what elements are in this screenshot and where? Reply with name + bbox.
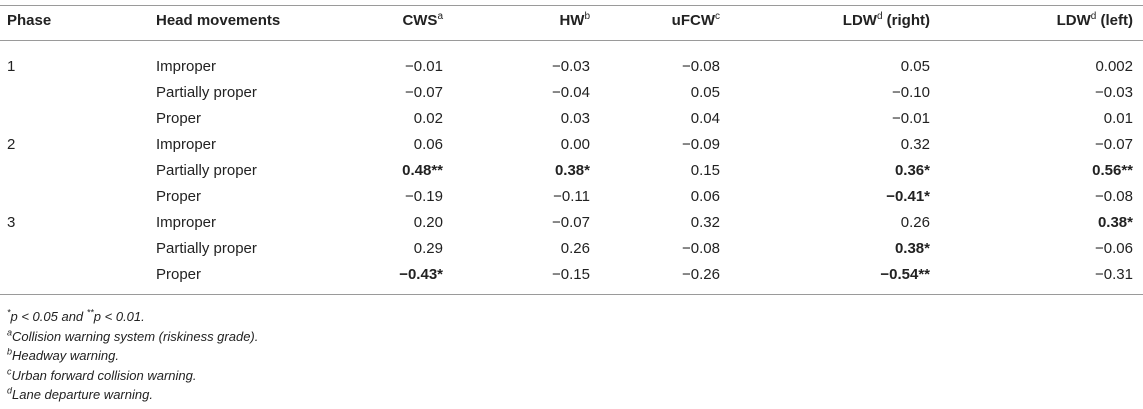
table-row: 2 Improper 0.06 0.00 −0.09 0.32 −0.07 xyxy=(0,133,1143,157)
footnote-c: cUrban forward collision warning. xyxy=(7,366,197,383)
cell-ldw-right: −0.41* xyxy=(886,188,930,205)
table-row: Partially proper 0.29 0.26 −0.08 0.38* −… xyxy=(0,237,1143,261)
cell-ldw-left: 0.56** xyxy=(1092,162,1133,179)
cell-phase: 3 xyxy=(7,214,16,231)
cell-head-movement: Proper xyxy=(156,110,202,127)
cell-ldw-left: 0.002 xyxy=(1095,58,1133,75)
table-header-rule xyxy=(0,40,1143,41)
cell-cws: 0.48** xyxy=(402,162,443,179)
cell-head-movement: Improper xyxy=(156,214,217,231)
header-ldw-right: LDWd (right) xyxy=(842,11,930,30)
cell-ldw-right: −0.54** xyxy=(880,266,930,283)
cell-cws: 0.20 xyxy=(413,214,443,231)
table-row: 3 Improper 0.20 −0.07 0.32 0.26 0.38* xyxy=(0,211,1143,235)
footnote-b: bHeadway warning. xyxy=(7,346,119,363)
cell-ldw-left: 0.01 xyxy=(1103,110,1133,127)
cell-hw: 0.26 xyxy=(560,240,590,257)
cell-hw: −0.07 xyxy=(552,214,590,231)
table-footnotes: *p < 0.05 and **p < 0.01. aCollision war… xyxy=(7,307,258,405)
cell-ufcw: −0.09 xyxy=(682,136,720,153)
cell-ldw-right: −0.10 xyxy=(892,84,930,101)
cell-hw: −0.15 xyxy=(552,266,590,283)
cell-ufcw: 0.32 xyxy=(690,214,720,231)
footnote-d: dLane departure warning. xyxy=(7,385,153,402)
table-row: 1 Improper −0.01 −0.03 −0.08 0.05 0.002 xyxy=(0,55,1143,79)
table-bottom-rule xyxy=(0,294,1143,295)
cell-ldw-right: 0.36* xyxy=(894,162,930,179)
cell-ufcw: 0.15 xyxy=(690,162,720,179)
header-cws: CWSa xyxy=(402,11,443,30)
cell-ldw-left: −0.07 xyxy=(1095,136,1133,153)
cell-hw: −0.04 xyxy=(552,84,590,101)
cell-cws: −0.01 xyxy=(405,58,443,75)
cell-hw: −0.11 xyxy=(553,188,590,205)
cell-head-movement: Partially proper xyxy=(156,240,257,257)
cell-cws: 0.06 xyxy=(413,136,443,153)
header-phase: Phase xyxy=(7,12,52,29)
cell-head-movement: Improper xyxy=(156,58,217,75)
cell-ufcw: −0.26 xyxy=(682,266,720,283)
cell-ldw-left: −0.08 xyxy=(1095,188,1133,205)
table-top-rule xyxy=(0,5,1143,6)
cell-ldw-left: −0.31 xyxy=(1095,266,1133,283)
cell-cws: 0.02 xyxy=(413,110,443,127)
footnote-significance: *p < 0.05 and **p < 0.01. xyxy=(7,307,145,324)
cell-ufcw: −0.08 xyxy=(682,240,720,257)
cell-head-movement: Improper xyxy=(156,136,217,153)
cell-hw: −0.03 xyxy=(552,58,590,75)
cell-ufcw: −0.08 xyxy=(682,58,720,75)
cell-ldw-right: 0.38* xyxy=(894,240,930,257)
cell-hw: 0.38* xyxy=(554,162,590,179)
cell-head-movement: Proper xyxy=(156,266,202,283)
header-hw: HWb xyxy=(559,11,590,30)
table-row: Partially proper 0.48** 0.38* 0.15 0.36*… xyxy=(0,159,1143,183)
cell-ldw-right: −0.01 xyxy=(892,110,930,127)
table-row: Proper −0.43* −0.15 −0.26 −0.54** −0.31 xyxy=(0,263,1143,287)
cell-head-movement: Partially proper xyxy=(156,162,257,179)
cell-head-movement: Partially proper xyxy=(156,84,257,101)
cell-ufcw: 0.06 xyxy=(690,188,720,205)
cell-phase: 2 xyxy=(7,136,16,153)
header-ufcw: uFCWc xyxy=(671,11,720,30)
table-header-row: Phase Head movements CWSa HWb uFCWc LDWd… xyxy=(0,9,1143,33)
table-row: Proper −0.19 −0.11 0.06 −0.41* −0.08 xyxy=(0,185,1143,209)
cell-phase: 1 xyxy=(7,58,16,75)
cell-ldw-left: −0.03 xyxy=(1095,84,1133,101)
cell-cws: 0.29 xyxy=(413,240,443,257)
cell-ldw-right: 0.05 xyxy=(900,58,930,75)
cell-cws: −0.19 xyxy=(405,188,443,205)
cell-head-movement: Proper xyxy=(156,188,202,205)
cell-ldw-left: 0.38* xyxy=(1097,214,1133,231)
cell-cws: −0.07 xyxy=(405,84,443,101)
table-row: Partially proper −0.07 −0.04 0.05 −0.10 … xyxy=(0,81,1143,105)
cell-hw: 0.03 xyxy=(560,110,590,127)
cell-cws: −0.43* xyxy=(399,266,443,283)
cell-hw: 0.00 xyxy=(560,136,590,153)
cell-ufcw: 0.04 xyxy=(690,110,720,127)
cell-ldw-right: 0.26 xyxy=(900,214,930,231)
header-head-movements: Head movements xyxy=(156,12,281,29)
cell-ldw-left: −0.06 xyxy=(1095,240,1133,257)
table-row: Proper 0.02 0.03 0.04 −0.01 0.01 xyxy=(0,107,1143,131)
footnote-a: aCollision warning system (riskiness gra… xyxy=(7,327,259,344)
cell-ldw-right: 0.32 xyxy=(900,136,930,153)
cell-ufcw: 0.05 xyxy=(690,84,720,101)
header-ldw-left: LDWd (left) xyxy=(1056,11,1133,30)
